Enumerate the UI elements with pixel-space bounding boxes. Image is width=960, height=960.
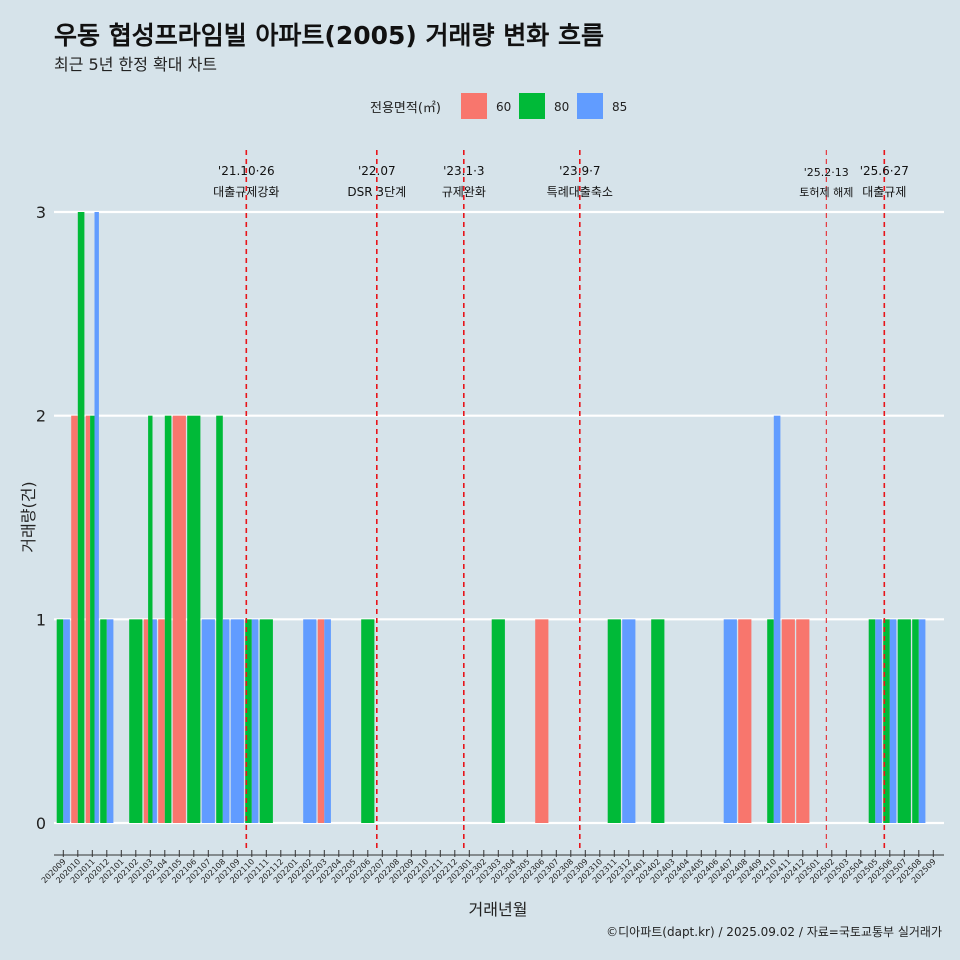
bar-202111-80 bbox=[259, 619, 273, 823]
event-date: '25.2·13 bbox=[804, 166, 849, 179]
legend-title: 전용면적(㎡) bbox=[370, 101, 441, 116]
bar-202009-80 bbox=[56, 619, 64, 823]
event-label: 특례대출축소 bbox=[547, 185, 613, 199]
bar-202011-80 bbox=[90, 415, 95, 823]
bar-202410-85 bbox=[773, 415, 781, 823]
bar-202104-80 bbox=[164, 415, 172, 823]
x-axis: 2020092020102020112020122021012021022021… bbox=[40, 850, 944, 885]
bar-202108-85 bbox=[222, 619, 230, 823]
bar-202306-60 bbox=[535, 619, 549, 823]
event-layer: '21.10·26 대출규제강화 '22.07 DSR 3단계 '23.1·3 규제완화 '… bbox=[213, 150, 909, 850]
bar-202012-80 bbox=[100, 619, 107, 823]
event-date: '22.07 bbox=[358, 164, 396, 178]
page-subtitle: 최근 5년 한정 확대 차트 bbox=[54, 55, 217, 74]
bar-202505-85 bbox=[875, 619, 882, 823]
y-axis-title: 거래량(건) bbox=[19, 481, 38, 552]
bar-202206-80 bbox=[361, 619, 375, 823]
bar-202508-80 bbox=[912, 619, 919, 823]
bar-202412-60 bbox=[796, 619, 810, 823]
bar-202311-80 bbox=[607, 619, 621, 823]
bar-202507-80 bbox=[897, 619, 911, 823]
bar-202104-60 bbox=[158, 619, 165, 823]
bar-202202-85 bbox=[303, 619, 317, 823]
bar-202103-85 bbox=[152, 619, 157, 823]
bar-202110-80 bbox=[245, 619, 252, 823]
event-label: 규제완화 bbox=[442, 185, 486, 199]
bar-202012-85 bbox=[106, 619, 114, 823]
bar-202508-85 bbox=[918, 619, 926, 823]
bar-202009-85 bbox=[63, 619, 70, 823]
bar-202203-85 bbox=[324, 619, 331, 823]
bar-202108-80 bbox=[216, 415, 223, 823]
bar-202103-80 bbox=[148, 415, 153, 823]
event-label: 대출규제강화 bbox=[213, 185, 279, 199]
bar-202105-60 bbox=[172, 415, 186, 823]
legend-key-60 bbox=[461, 93, 487, 119]
bar-202011-85 bbox=[94, 212, 99, 823]
caption: ©디아파트(dapt.kr) / 2025.09.02 / 자료=국토교통부 실… bbox=[606, 925, 942, 939]
bar-202408-60 bbox=[738, 619, 752, 823]
y-axis: 0 1 2 3 bbox=[36, 203, 46, 833]
event-date: '23.1·3 bbox=[443, 164, 484, 178]
bar-202102-80 bbox=[129, 619, 143, 823]
bar-202506-85 bbox=[889, 619, 897, 823]
bar-202109-85 bbox=[230, 619, 244, 823]
bar-202107-85 bbox=[201, 619, 215, 823]
bar-202010-80 bbox=[77, 212, 85, 823]
bar-202312-85 bbox=[622, 619, 636, 823]
bar-202110-85 bbox=[251, 619, 259, 823]
bar-202010-60 bbox=[71, 415, 78, 823]
bar-202103-60 bbox=[143, 619, 149, 823]
x-axis-title: 거래년월 bbox=[469, 900, 528, 919]
bar-202410-80 bbox=[767, 619, 774, 823]
event-label: DSR 3단계 bbox=[347, 185, 406, 199]
event-label: 토허제 해제 bbox=[799, 185, 853, 199]
legend-key-85 bbox=[577, 93, 603, 119]
legend-label-85: 85 bbox=[612, 100, 627, 114]
y-tick-label: 1 bbox=[36, 610, 46, 629]
bar-202203-60 bbox=[317, 619, 325, 823]
event-date: '23.9·7 bbox=[559, 164, 600, 178]
bar-202407-85 bbox=[723, 619, 737, 823]
legend-key-80 bbox=[519, 93, 545, 119]
bar-202505-80 bbox=[868, 619, 876, 823]
legend-label-60: 60 bbox=[496, 100, 511, 114]
event-date: '25.6·27 bbox=[860, 164, 909, 178]
bar-202106-80 bbox=[187, 415, 201, 823]
page-title: 우동 협성프라임빌 아파트(2005) 거래량 변화 흐름 bbox=[54, 21, 604, 50]
bar-layer bbox=[56, 212, 926, 823]
bar-202402-80 bbox=[651, 619, 665, 823]
bar-202506-80 bbox=[883, 619, 890, 823]
y-tick-label: 3 bbox=[36, 203, 46, 222]
event-label: 대출규제 bbox=[862, 185, 906, 199]
legend: 전용면적(㎡) 60 80 85 bbox=[370, 93, 627, 119]
bar-202411-60 bbox=[781, 619, 795, 823]
bar-202011-60 bbox=[85, 415, 91, 823]
y-tick-label: 2 bbox=[36, 407, 46, 426]
y-tick-label: 0 bbox=[36, 814, 46, 833]
legend-label-80: 80 bbox=[554, 100, 569, 114]
bar-202303-80 bbox=[491, 619, 505, 823]
event-date: '21.10·26 bbox=[218, 164, 275, 178]
